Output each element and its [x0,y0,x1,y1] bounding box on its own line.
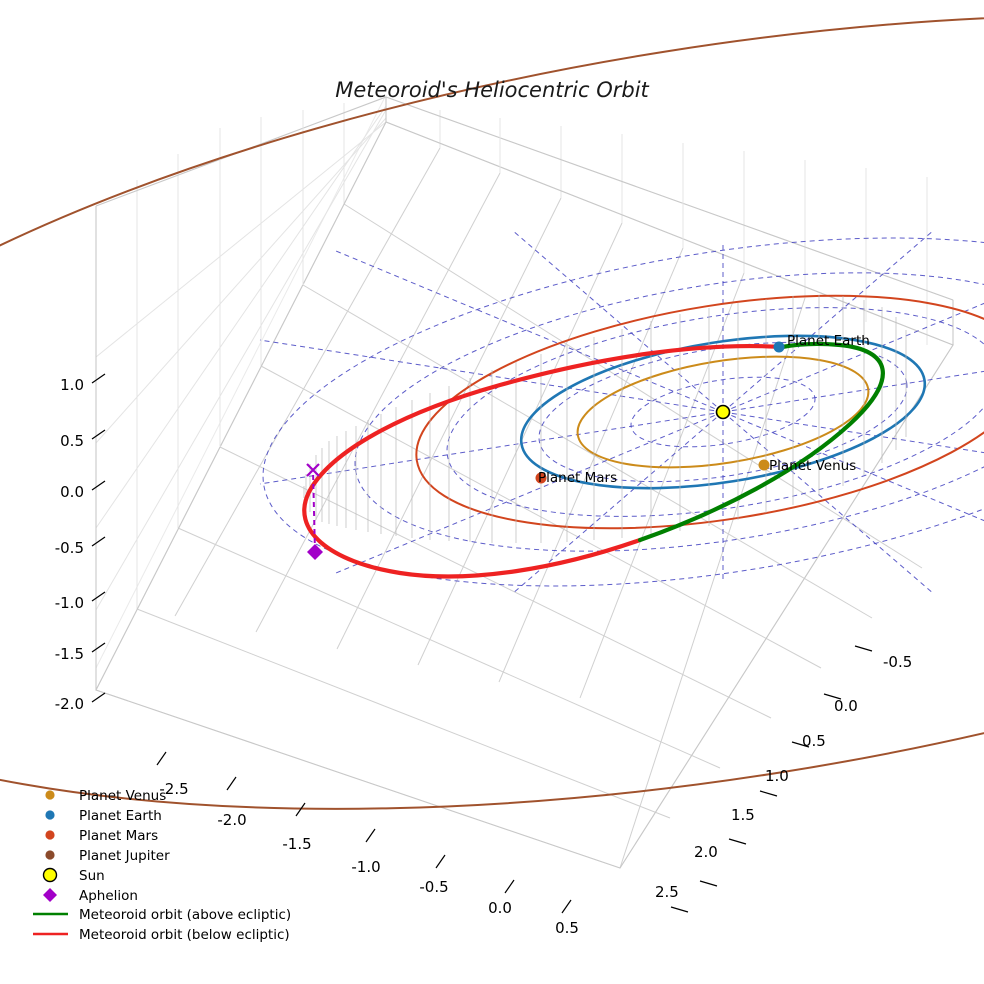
aphelion-group [306,463,323,560]
annotation-planet-mars: Planet Mars [538,470,617,486]
planet-earth-marker [773,341,785,353]
z-tick-5: -1.5 [55,645,84,663]
legend-item-planet-earth[interactable]: Planet Earth [45,808,162,824]
diamond-marker-icon [43,888,57,902]
legend-label: Sun [79,868,105,884]
circle-marker-icon [45,850,55,860]
x-tick-2: -1.5 [282,835,311,853]
legend-label: Meteoroid orbit (above ecliptic) [79,907,291,923]
y-tick-1: 0.0 [834,697,858,715]
y-tick-0: -0.5 [883,653,912,671]
z-tick-3: -0.5 [55,539,84,557]
floor-grid-lines-a [136,203,923,819]
z-tick-0: 1.0 [60,376,84,394]
z-tick-6: -2.0 [55,695,84,713]
legend-label: Meteoroid orbit (below ecliptic) [79,927,290,943]
z-tick-1: 0.5 [60,432,84,450]
x-tick-4: -0.5 [419,878,448,896]
sun-marker [715,404,731,420]
y-tick-3: 1.0 [765,767,789,785]
z-axis-ticks: 1.0 0.5 0.0 -0.5 -1.0 -1.5 -2.0 [55,373,106,713]
aphelion-projection-cross-icon [306,463,320,477]
legend-label: Planet Earth [79,808,162,824]
circle-marker-icon [45,790,55,800]
circle-marker-icon [42,867,58,883]
interior-vertical-grid [219,110,867,447]
planet-orbits [0,14,984,810]
annotation-planet-venus: Planet Venus [769,458,856,474]
legend-label: Planet Mars [79,828,158,844]
legend-item-planet-mars[interactable]: Planet Mars [45,828,158,844]
legend-label: Planet Venus [79,788,166,804]
legend-label: Aphelion [79,888,138,904]
legend: Planet Venus Planet Earth Planet Mars Pl… [33,788,291,943]
legend-item-meteoroid-below-ecliptic[interactable]: Meteoroid orbit (below ecliptic) [33,927,290,943]
x-tick-0: -2.5 [159,780,188,798]
y-axis-ticks: -0.5 0.0 0.5 1.0 1.5 2.0 2.5 [655,645,912,913]
x-tick-1: -2.0 [217,811,246,829]
z-tick-4: -1.0 [55,594,84,612]
annotation-planet-earth: Planet Earth [787,333,870,349]
planet-mars-marker [535,472,547,484]
orbit-mars [415,294,984,530]
legend-item-planet-jupiter[interactable]: Planet Jupiter [45,848,170,864]
page-title: Meteoroid's Heliocentric Orbit [335,78,649,102]
x-axis-ticks: -2.5 -2.0 -1.5 -1.0 -0.5 0.0 0.5 [156,751,579,937]
circle-marker-icon [45,810,55,820]
legend-item-meteoroid-above-ecliptic[interactable]: Meteoroid orbit (above ecliptic) [33,907,291,923]
planet-venus-marker [758,459,770,471]
y-tick-2: 0.5 [802,732,826,750]
aphelion-marker [307,544,323,560]
orbit-earth [519,334,927,490]
z-tick-2: 0.0 [60,483,84,501]
orbit-jupiter [0,14,984,810]
aphelion-projection-line [312,469,316,553]
x-tick-3: -1.0 [351,858,380,876]
legend-item-planet-venus[interactable]: Planet Venus [45,788,166,804]
legend-label: Planet Jupiter [79,848,170,864]
orbit-venus [576,355,870,469]
y-tick-5: 2.0 [694,843,718,861]
legend-item-sun[interactable]: Sun [42,867,105,884]
meteoroid-orbit-above-ecliptic [637,341,885,543]
x-tick-5: 0.0 [488,899,512,917]
x-tick-6: 0.5 [555,919,579,937]
y-tick-6: 2.5 [655,883,679,901]
y-tick-4: 1.5 [731,806,755,824]
legend-item-aphelion[interactable]: Aphelion [43,888,138,904]
circle-marker-icon [45,830,55,840]
